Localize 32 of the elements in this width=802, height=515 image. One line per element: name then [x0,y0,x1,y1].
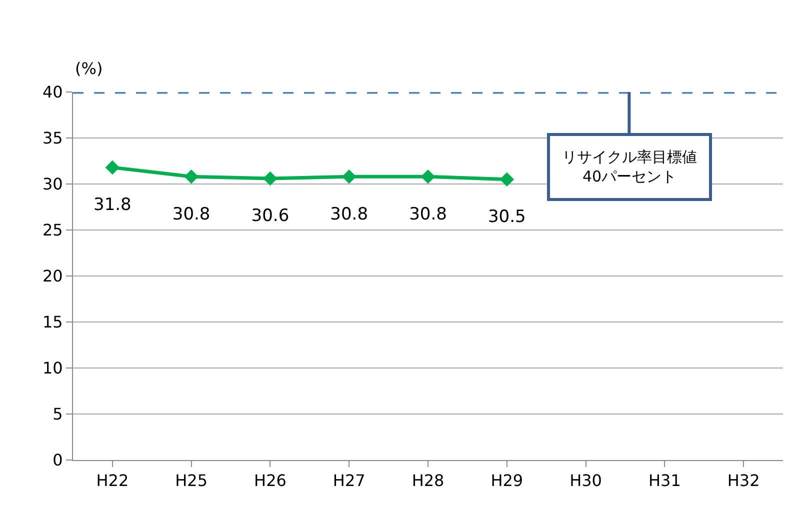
x-tick-label: H30 [570,471,602,490]
x-tick-label: H28 [412,471,444,490]
data-label: 30.8 [409,204,447,224]
ref-line-label: リサイクル率目標値 40パーセント [562,148,697,186]
data-label: 30.8 [172,204,210,224]
y-tick-label: 15 [42,312,63,332]
data-label: 31.8 [94,195,132,216]
y-tick-label: 0 [52,450,63,470]
x-tick-label: H31 [648,471,681,490]
point [420,169,436,184]
y-tick-label: 30 [42,174,63,194]
data-label: 30.6 [251,206,290,226]
y-tick-label: 10 [42,358,63,378]
y-tick-label: 40 [42,82,63,102]
y-tick-label: 20 [42,266,63,286]
point [105,160,120,175]
x-tick-label: H32 [727,471,760,490]
x-tick-label: H29 [490,471,524,490]
point [263,171,278,186]
data-label: 30.5 [488,207,526,228]
point [184,169,198,184]
x-tick-label: H26 [254,471,286,490]
x-tick-label: H22 [96,471,129,490]
y-axis-title: (%) [75,59,103,78]
point [342,169,356,184]
y-tick-label: 5 [52,404,63,424]
point [500,172,514,187]
y-tick-label: 25 [42,220,63,240]
x-tick-label: H25 [175,471,208,490]
x-tick-label: H27 [332,471,366,490]
data-label: 30.8 [330,204,368,224]
y-tick-label: 35 [42,128,63,148]
